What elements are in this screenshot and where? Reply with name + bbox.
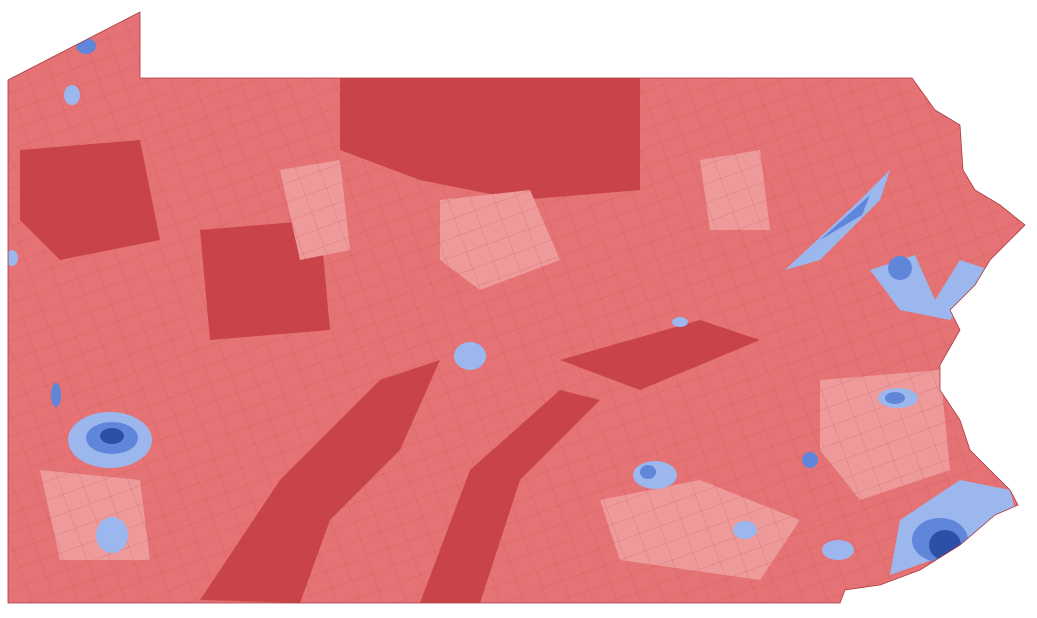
blue-area xyxy=(802,452,818,468)
blue-area xyxy=(76,38,96,54)
state-outline xyxy=(7,11,1026,604)
blue-area xyxy=(100,428,124,444)
blue-area xyxy=(640,465,656,479)
blue-area xyxy=(672,317,688,327)
blue-area xyxy=(820,195,870,240)
blue-area xyxy=(733,521,757,539)
blue-area xyxy=(64,85,80,105)
blue-area xyxy=(888,256,912,280)
blue-area xyxy=(454,342,486,370)
blue-area xyxy=(929,530,961,560)
blue-area xyxy=(822,540,854,560)
blue-area xyxy=(885,392,905,404)
blue-area xyxy=(51,383,61,407)
blue-area xyxy=(96,517,128,553)
blue-area xyxy=(8,250,18,266)
